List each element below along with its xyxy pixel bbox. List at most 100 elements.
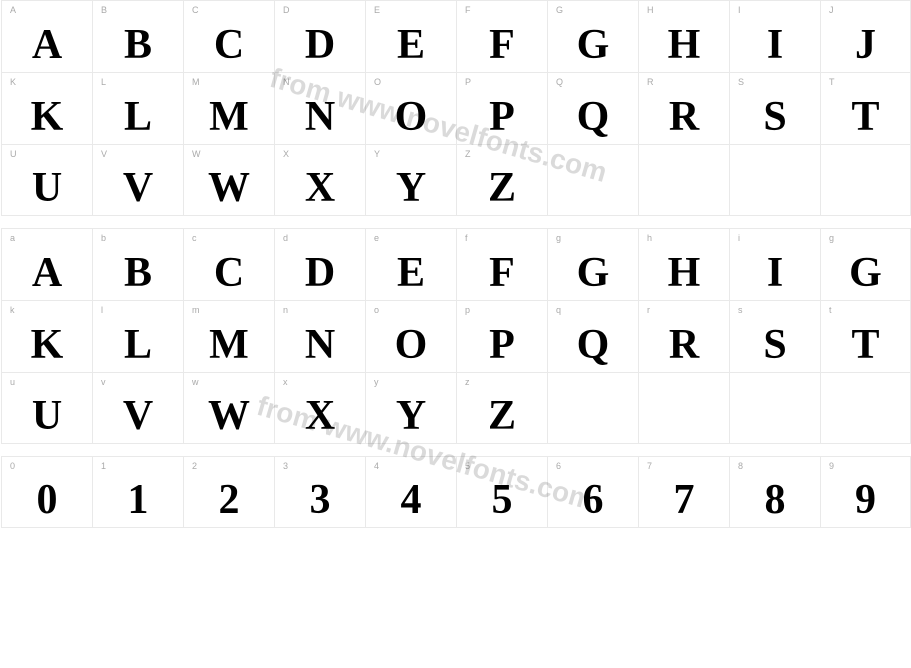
cell-glyph: 1: [93, 479, 183, 521]
cell-label: z: [465, 377, 470, 387]
glyph-cell: bB: [92, 228, 183, 300]
glyph-cell: ZZ: [456, 144, 547, 216]
cell-label: l: [101, 305, 103, 315]
cell-glyph: 3: [275, 479, 365, 521]
cell-label: V: [101, 149, 107, 159]
glyph-cell: HH: [638, 0, 729, 72]
cell-glyph: 5: [457, 479, 547, 521]
cell-glyph: O: [366, 324, 456, 366]
cell-glyph: L: [93, 96, 183, 138]
cell-glyph: F: [457, 24, 547, 66]
cell-label: 1: [101, 461, 106, 471]
glyph-cell: II: [729, 0, 820, 72]
section-gap: [0, 216, 911, 228]
glyph-cell: wW: [183, 372, 274, 444]
cell-label: S: [738, 77, 744, 87]
glyph-cell: lL: [92, 300, 183, 372]
cell-label: G: [556, 5, 563, 15]
cell-label: N: [283, 77, 290, 87]
cell-label: T: [829, 77, 835, 87]
glyph-cell: [820, 372, 911, 444]
cell-label: 6: [556, 461, 561, 471]
glyph-cell: yY: [365, 372, 456, 444]
cell-glyph: Y: [366, 167, 456, 209]
glyph-cell: GG: [547, 0, 638, 72]
cell-glyph: G: [548, 252, 638, 294]
glyph-cell: TT: [820, 72, 911, 144]
cell-glyph: E: [366, 24, 456, 66]
cell-label: d: [283, 233, 288, 243]
cell-glyph: R: [639, 324, 729, 366]
cell-glyph: B: [93, 24, 183, 66]
glyph-cell: RR: [638, 72, 729, 144]
cell-glyph: M: [184, 96, 274, 138]
glyph-cell: sS: [729, 300, 820, 372]
cell-label: D: [283, 5, 290, 15]
cell-label: E: [374, 5, 380, 15]
cell-glyph: M: [184, 324, 274, 366]
cell-label: i: [738, 233, 740, 243]
glyph-cell: xX: [274, 372, 365, 444]
cell-glyph: B: [93, 252, 183, 294]
glyph-cell: SS: [729, 72, 820, 144]
glyph-cell: AA: [1, 0, 92, 72]
glyph-cell: 99: [820, 456, 911, 528]
glyph-cell: 88: [729, 456, 820, 528]
font-character-map: AABBCCDDEEFFGGHHIIJJKKLLMMNNOOPPQQRRSSTT…: [0, 0, 911, 668]
cell-glyph: W: [184, 167, 274, 209]
glyph-cell: OO: [365, 72, 456, 144]
cell-label: L: [101, 77, 106, 87]
cell-glyph: G: [548, 24, 638, 66]
cell-glyph: K: [2, 96, 92, 138]
cell-glyph: 9: [821, 479, 910, 521]
glyph-cell: gG: [547, 228, 638, 300]
glyph-cell: BB: [92, 0, 183, 72]
glyph-cell: tT: [820, 300, 911, 372]
cell-label: m: [192, 305, 200, 315]
cell-label: Z: [465, 149, 471, 159]
cell-label: f: [465, 233, 468, 243]
glyph-cell: WW: [183, 144, 274, 216]
glyph-cell: LL: [92, 72, 183, 144]
cell-glyph: Y: [366, 395, 456, 437]
glyph-cell: eE: [365, 228, 456, 300]
cell-label: C: [192, 5, 199, 15]
cell-label: w: [192, 377, 199, 387]
cell-label: 3: [283, 461, 288, 471]
glyph-cell: 66: [547, 456, 638, 528]
cell-glyph: C: [184, 24, 274, 66]
cell-label: c: [192, 233, 197, 243]
cell-label: s: [738, 305, 743, 315]
cell-label: U: [10, 149, 17, 159]
glyph-cell: hH: [638, 228, 729, 300]
cell-glyph: I: [730, 24, 820, 66]
cell-glyph: O: [366, 96, 456, 138]
glyph-cell: 77: [638, 456, 729, 528]
glyph-cell: EE: [365, 0, 456, 72]
cell-label: O: [374, 77, 381, 87]
glyph-cell: [729, 372, 820, 444]
cell-label: W: [192, 149, 201, 159]
glyph-cell: JJ: [820, 0, 911, 72]
glyph-cell: zZ: [456, 372, 547, 444]
cell-label: b: [101, 233, 106, 243]
cell-glyph: H: [639, 252, 729, 294]
cell-label: 0: [10, 461, 15, 471]
glyph-cell: nN: [274, 300, 365, 372]
cell-glyph: L: [93, 324, 183, 366]
glyph-cell: 44: [365, 456, 456, 528]
cell-label: t: [829, 305, 832, 315]
cell-label: J: [829, 5, 834, 15]
cell-label: n: [283, 305, 288, 315]
glyph-cell: uU: [1, 372, 92, 444]
cell-glyph: I: [730, 252, 820, 294]
glyph-cell: rR: [638, 300, 729, 372]
cell-label: 5: [465, 461, 470, 471]
cell-glyph: U: [2, 167, 92, 209]
glyph-cell: pP: [456, 300, 547, 372]
cell-glyph: Z: [457, 167, 547, 209]
cell-glyph: A: [2, 252, 92, 294]
cell-label: H: [647, 5, 654, 15]
glyph-cell: CC: [183, 0, 274, 72]
glyph-cell: XX: [274, 144, 365, 216]
